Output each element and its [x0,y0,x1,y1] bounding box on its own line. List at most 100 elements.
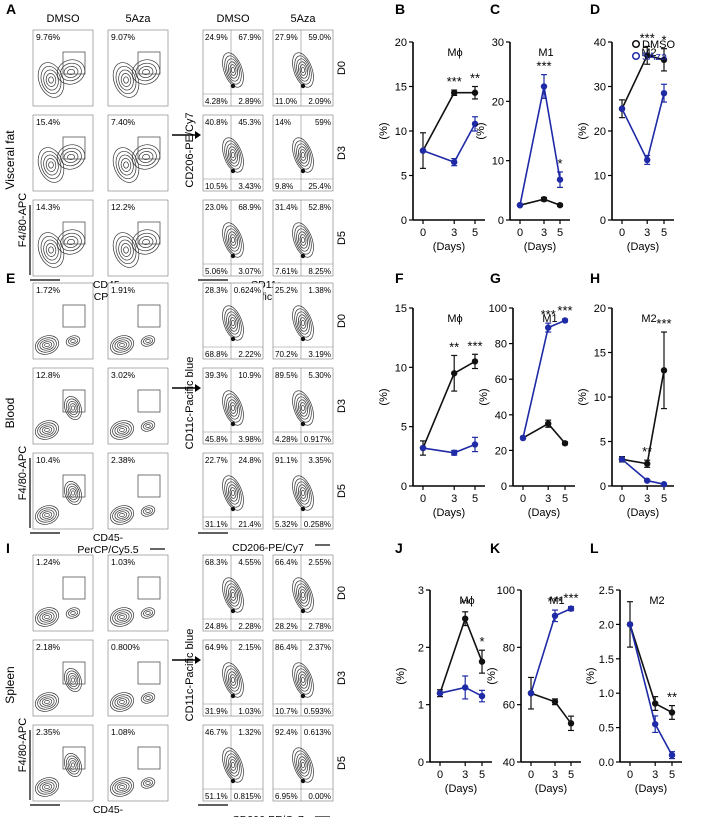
x-tick-label: 0 [420,227,426,239]
contour-blob [109,607,135,627]
gate-percentage: 15.4% [36,117,61,127]
left-axis-ylabel: F4/80-APC [17,193,29,247]
contour-blob [112,337,132,353]
data-point-DMSO [451,89,458,96]
contour-blob [119,513,125,517]
contour-blob [34,607,60,627]
contour-blob [301,762,305,768]
data-point-5Aza [556,176,564,183]
contour-blob [39,339,55,351]
contour-blob [41,783,53,791]
right-axis-ylabel: CD206-PE/Cy7 [184,112,196,187]
gate-box [137,746,161,770]
y-tick-label: 5 [600,437,606,449]
y-axis-label: (%) [585,667,597,684]
quad-lr: 2.09% [308,97,331,106]
legend-label-aza: 5Aza [642,51,668,63]
quad-plot-frame [272,114,334,192]
contour-blob [109,777,135,797]
contour-blob [227,231,239,249]
column-header-0: DMSO [47,13,80,25]
dense-core [300,506,306,512]
data-point-5Aza [660,89,668,97]
data-point-DMSO [644,52,651,59]
panel-letter-E: E [6,270,15,286]
contour-blob [116,613,128,621]
left-axis-xlabel: CD45- [93,804,124,816]
contour-blob [226,228,240,252]
significance-mark: ** [449,339,459,354]
gate-percentage: 12.8% [36,370,61,380]
quad-ll: 51.1% [205,792,228,801]
data-point-DMSO [451,370,458,377]
data-point-DMSO [471,89,479,96]
panel-letter-B: B [395,1,405,17]
contour-blob [120,73,132,87]
significance-mark: *** [547,594,562,609]
contour-blob [296,58,310,82]
contour-blob [143,779,153,787]
contour-blob [114,696,130,708]
quad-ul: 92.4% [275,728,298,737]
quad-ul: 64.9% [205,643,228,652]
quad-plot-frame [202,554,264,632]
data-point-DMSO [462,615,469,622]
contour-blob [116,511,128,519]
gate-percentage: 3.02% [111,370,136,380]
x-tick-label: 0 [619,493,625,505]
contour-blob [299,317,307,329]
contour-blob [297,484,309,502]
x-tick-label: 0 [520,493,526,505]
data-point-DMSO [660,56,668,63]
contour-blob [131,144,161,170]
contour-blob [224,393,242,423]
gate-box [137,136,161,160]
quad-ur: 1.32% [238,728,261,737]
contour-blob [297,399,309,417]
data-point-5Aza [652,720,659,728]
panel-letter-G: G [490,270,501,286]
gate-box [137,576,161,600]
contour-blob [297,314,309,332]
contour-blob [227,399,239,417]
panel-letter-K: K [490,540,500,556]
gate-percentage: 7.40% [111,117,136,127]
data-point-5Aza [527,690,535,697]
contour-blob [34,777,60,797]
quad-plot-frame [272,554,334,632]
line-chart-K: 40 60 80 100 0 3 5(Days) (%) M1*** *** [486,585,581,795]
contour-blob [224,750,242,780]
quad-ul: 14% [275,118,291,127]
data-point-DMSO [561,440,569,447]
data-point-5Aza [545,324,552,331]
quad-ll: 9.8% [275,182,293,191]
contour-blob [131,229,161,255]
y-tick-label: 100 [497,585,515,597]
contour-blob [67,68,75,76]
contour-blob [226,143,240,167]
chart-title: Mϕ [447,313,462,325]
contour-blob [140,607,156,619]
significance-mark: *** [447,74,462,89]
gate-box [137,221,161,245]
y-tick-label: 15 [594,348,606,360]
contour-blob [65,670,81,690]
contour-blob [39,696,55,708]
contour-blob [64,481,82,505]
data-point-DMSO [652,700,659,707]
gate-percentage: 10.4% [36,455,61,465]
quad-lr: 8.25% [308,267,331,276]
contour-blob [67,238,75,246]
contour-blob [142,153,150,161]
column-header-1: 5Aza [125,13,151,25]
series-line-DMSO [629,624,673,714]
contour-blob [294,55,312,85]
gate-box [62,661,86,685]
data-point-DMSO [551,698,559,705]
y-tick-label: 10 [594,392,606,404]
x-tick-label: 5 [562,493,568,505]
quad-ur: 52.8% [308,203,331,212]
contour-blob [114,781,130,793]
gate-percentage: 14.3% [36,202,61,212]
